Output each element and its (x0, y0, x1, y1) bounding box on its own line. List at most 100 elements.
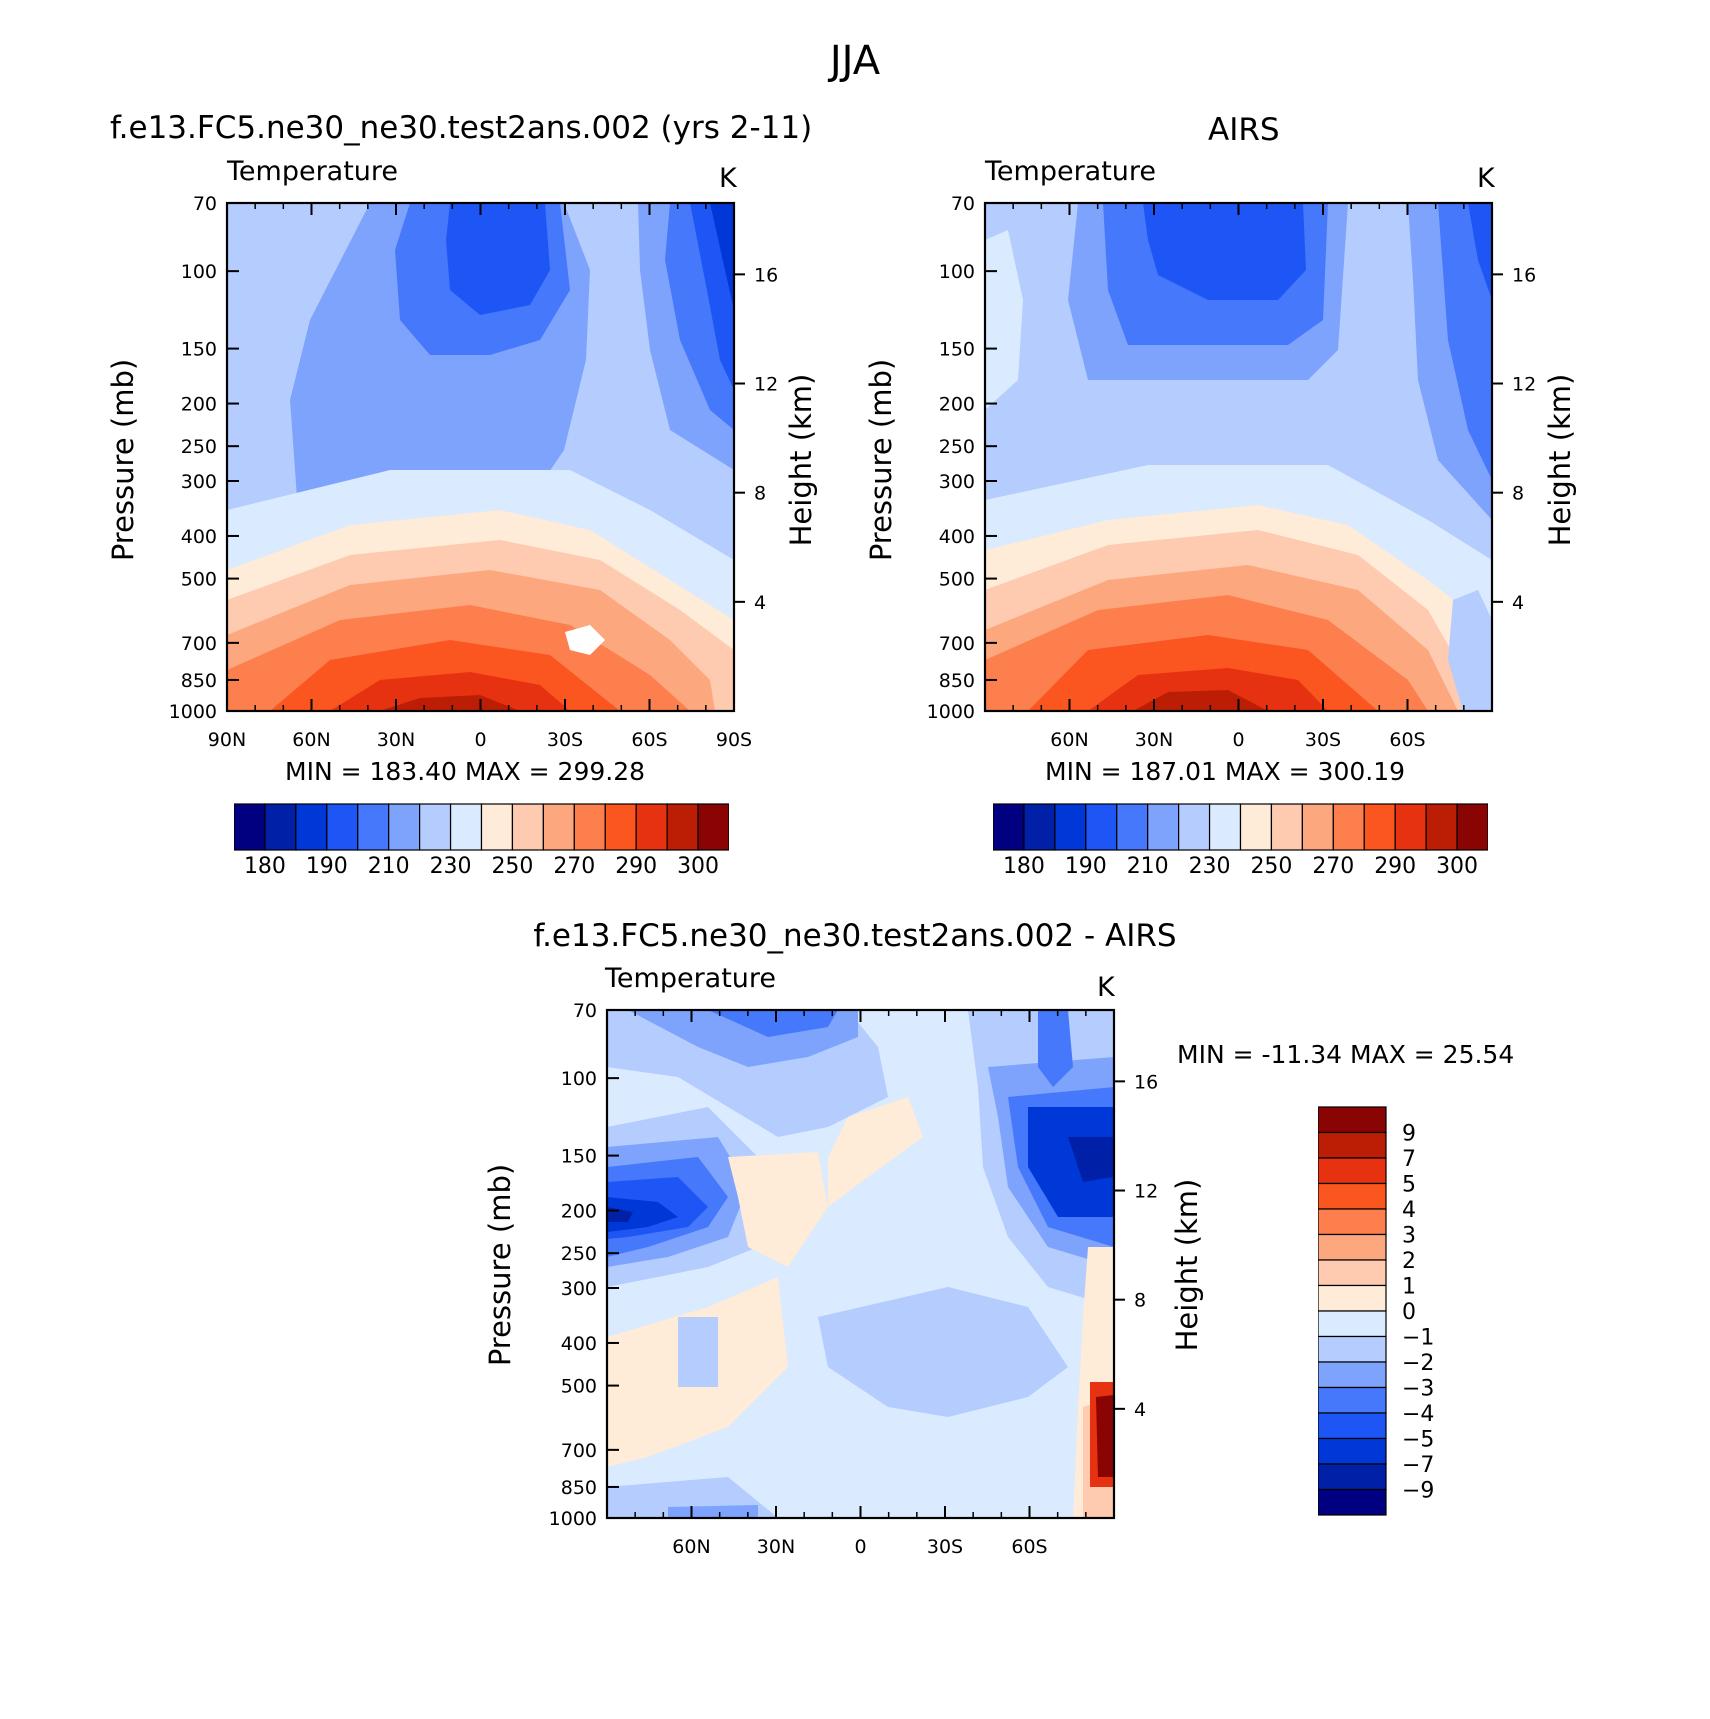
obs-plot: 70 100 150 200 250 300 400 500 700 850 1000 16 12 8 4 6… (927, 193, 1537, 751)
colorbar-label: 250 (1250, 854, 1292, 875)
colorbar-label: 1 (1402, 1275, 1416, 1300)
colorbar-swatch (1270, 803, 1303, 851)
y-tick-label: 500 (561, 1376, 597, 1398)
height-tick-label: 4 (1512, 592, 1524, 614)
y-tick-label: 500 (181, 569, 217, 591)
obs-minmax: MIN = 187.01 MAX = 300.19 (1045, 757, 1406, 786)
colorbar-swatch (1332, 803, 1365, 851)
colorbar-label: 2 (1402, 1249, 1416, 1274)
colorbar-label: 0 (1402, 1300, 1416, 1325)
colorbar-label: 180 (1003, 854, 1045, 875)
obs-units-label: K (1477, 163, 1495, 194)
model-variable-label: Temperature (227, 156, 399, 187)
colorbar-swatch (993, 803, 1025, 851)
y-tick-label: 850 (561, 1477, 597, 1499)
colorbar-swatch (1318, 1463, 1387, 1491)
colorbar-label: 210 (1127, 854, 1169, 875)
colorbar-swatch (1023, 803, 1056, 851)
colorbar-swatch (1363, 803, 1396, 851)
y-tick-label: 700 (181, 633, 217, 655)
y-tick-label: 150 (561, 1146, 597, 1168)
x-tick-label: 60N (292, 729, 330, 751)
diff-contour-field (607, 1010, 1114, 1518)
height-tick-label: 12 (1512, 374, 1536, 396)
x-tick-label: 30N (1135, 729, 1173, 751)
model-colorbar-swatches: 180 190 210 230 250 270 290 300 (234, 803, 729, 875)
colorbar-label: −7 (1402, 1453, 1434, 1478)
colorbar-swatch (1054, 803, 1087, 851)
colorbar-label: 250 (491, 854, 533, 875)
colorbar-swatch (1147, 803, 1180, 851)
colorbar-label: −4 (1402, 1402, 1434, 1427)
colorbar-swatch (1318, 1386, 1387, 1414)
obs-variable-label: Temperature (985, 156, 1157, 187)
colorbar-swatch (1178, 803, 1211, 851)
obs-colorbar: 180 190 210 230 250 270 290 300 (993, 803, 1488, 875)
colorbar-label: −9 (1402, 1479, 1434, 1504)
colorbar-swatch (1239, 803, 1273, 851)
y-tick-label: 300 (181, 471, 217, 493)
x-tick-label: 30S (927, 1536, 963, 1558)
diff-panel-title: f.e13.FC5.ne30_ne30.test2ans.002 - AIRS (533, 918, 1177, 954)
colorbar-label: 190 (306, 854, 348, 875)
colorbar-swatch (1318, 1157, 1387, 1185)
model-units-label: K (719, 163, 737, 194)
colorbar-label: 5 (1402, 1173, 1416, 1198)
model-minmax: MIN = 183.40 MAX = 299.28 (285, 757, 646, 786)
y-tick-label: 200 (561, 1201, 597, 1223)
colorbar-swatch (1318, 1437, 1387, 1465)
figure-title: JJA (829, 38, 881, 84)
colorbar-swatch (1301, 803, 1334, 851)
colorbar-swatch (1085, 803, 1118, 851)
y-tick-label: 400 (939, 526, 975, 548)
y-tick-label: 1000 (927, 701, 975, 723)
height-tick-label: 8 (1512, 483, 1524, 505)
colorbar-swatch (666, 803, 699, 851)
colorbar-swatch (542, 803, 575, 851)
y-tick-label: 150 (939, 339, 975, 361)
colorbar-swatch (419, 803, 452, 851)
colorbar-label: −2 (1402, 1351, 1434, 1376)
colorbar-swatch (264, 803, 297, 851)
y-tick-label: 200 (181, 394, 217, 416)
colorbar-swatch (1116, 803, 1149, 851)
x-tick-label: 60N (672, 1536, 710, 1558)
colorbar-label: 230 (430, 854, 472, 875)
model-plot: 70 100 150 200 250 300 400 500 700 850 1000 16 12 8 4 9… (169, 193, 779, 751)
y-tick-label: 70 (951, 193, 975, 215)
y-tick-label: 100 (939, 261, 975, 283)
y-tick-label: 400 (561, 1333, 597, 1355)
height-tick-label: 16 (1512, 264, 1536, 286)
colorbar-swatch (234, 803, 266, 851)
colorbar-label: 180 (244, 854, 286, 875)
y-tick-label: 850 (939, 670, 975, 692)
y-tick-label: 70 (573, 1000, 597, 1022)
colorbar-swatch (295, 803, 328, 851)
height-tick-label: 4 (1134, 1399, 1146, 1421)
colorbar-swatch (1318, 1208, 1387, 1236)
height-tick-label: 8 (1134, 1290, 1146, 1312)
colorbar-swatch (604, 803, 637, 851)
y-tick-label: 200 (939, 394, 975, 416)
y-tick-label: 400 (181, 526, 217, 548)
y-tick-label: 100 (181, 261, 217, 283)
colorbar-swatch (1318, 1488, 1387, 1516)
y-tick-label: 250 (181, 436, 217, 458)
obs-axes: 70 100 150 200 250 300 400 500 700 850 1000 16 12 8 4 6… (927, 193, 1537, 751)
colorbar-label: 9 (1402, 1122, 1416, 1147)
y-tick-label: 300 (939, 471, 975, 493)
colorbar-swatch (511, 803, 544, 851)
height-tick-label: 16 (1134, 1071, 1158, 1093)
x-tick-label: 0 (854, 1536, 866, 1558)
obs-ylabel: Pressure (mb) (864, 358, 898, 562)
colorbar-swatch (1394, 803, 1427, 851)
colorbar-swatch (1318, 1310, 1387, 1338)
colorbar-label: 300 (1436, 854, 1478, 875)
colorbar-swatch (1208, 803, 1242, 851)
height-tick-label: 12 (1134, 1181, 1158, 1203)
x-tick-label: 90N (208, 729, 246, 751)
colorbar-label: 230 (1189, 854, 1231, 875)
colorbar-label: 4 (1402, 1198, 1416, 1223)
colorbar-swatch (1425, 803, 1458, 851)
